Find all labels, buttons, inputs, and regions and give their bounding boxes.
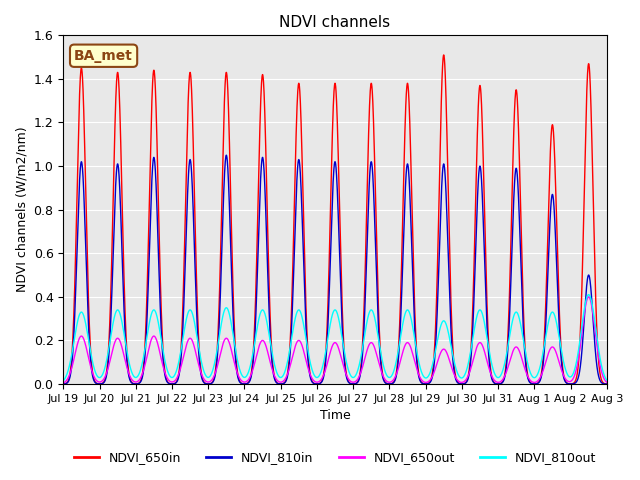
NDVI_650out [291,344,299,349]
Text: BA_met: BA_met [74,49,133,63]
NDVI_650out [154,340,161,346]
NDVI_650in [122,314,129,320]
NDVI_650out [534,378,541,384]
NDVI_810out [603,377,611,383]
NDVI_650out [60,380,67,386]
NDVI_650in [291,166,299,171]
NDVI_810in [154,222,161,228]
NDVI_810out [154,316,161,322]
NDVI_650out [593,337,600,343]
Y-axis label: NDVI channels (W/m2/nm): NDVI channels (W/m2/nm) [15,127,28,292]
NDVI_650in [603,381,611,387]
Line: NDVI_650in: NDVI_650in [63,55,607,384]
NDVI_650out [585,294,593,300]
NDVI_810out [534,372,541,377]
NDVI_810out [122,338,129,344]
NDVI_650out [122,358,129,364]
NDVI_650in [593,312,600,317]
NDVI_810in [534,381,541,386]
NDVI_650in [154,161,161,167]
Line: NDVI_810out: NDVI_810out [63,295,607,381]
NDVI_810out [60,378,67,384]
NDVI_810in [122,334,129,340]
NDVI_650in [268,347,275,353]
NDVI_650out [603,379,611,385]
NDVI_810in [60,381,67,387]
NDVI_810out [593,330,600,336]
NDVI_810in [603,381,611,387]
NDVI_810in [223,152,230,158]
NDVI_810out [291,315,299,321]
Title: NDVI channels: NDVI channels [280,15,390,30]
NDVI_810out [585,292,593,298]
NDVI_810in [268,358,276,364]
NDVI_650in [60,381,67,387]
Line: NDVI_650out: NDVI_650out [63,297,607,383]
NDVI_810in [292,215,300,220]
NDVI_650out [268,365,275,371]
NDVI_810in [593,358,600,363]
X-axis label: Time: Time [319,409,350,422]
NDVI_650in [440,52,447,58]
NDVI_810out [268,348,275,353]
Line: NDVI_810in: NDVI_810in [63,155,607,384]
NDVI_650in [534,380,541,386]
Legend: NDVI_650in, NDVI_810in, NDVI_650out, NDVI_810out: NDVI_650in, NDVI_810in, NDVI_650out, NDV… [68,446,601,469]
